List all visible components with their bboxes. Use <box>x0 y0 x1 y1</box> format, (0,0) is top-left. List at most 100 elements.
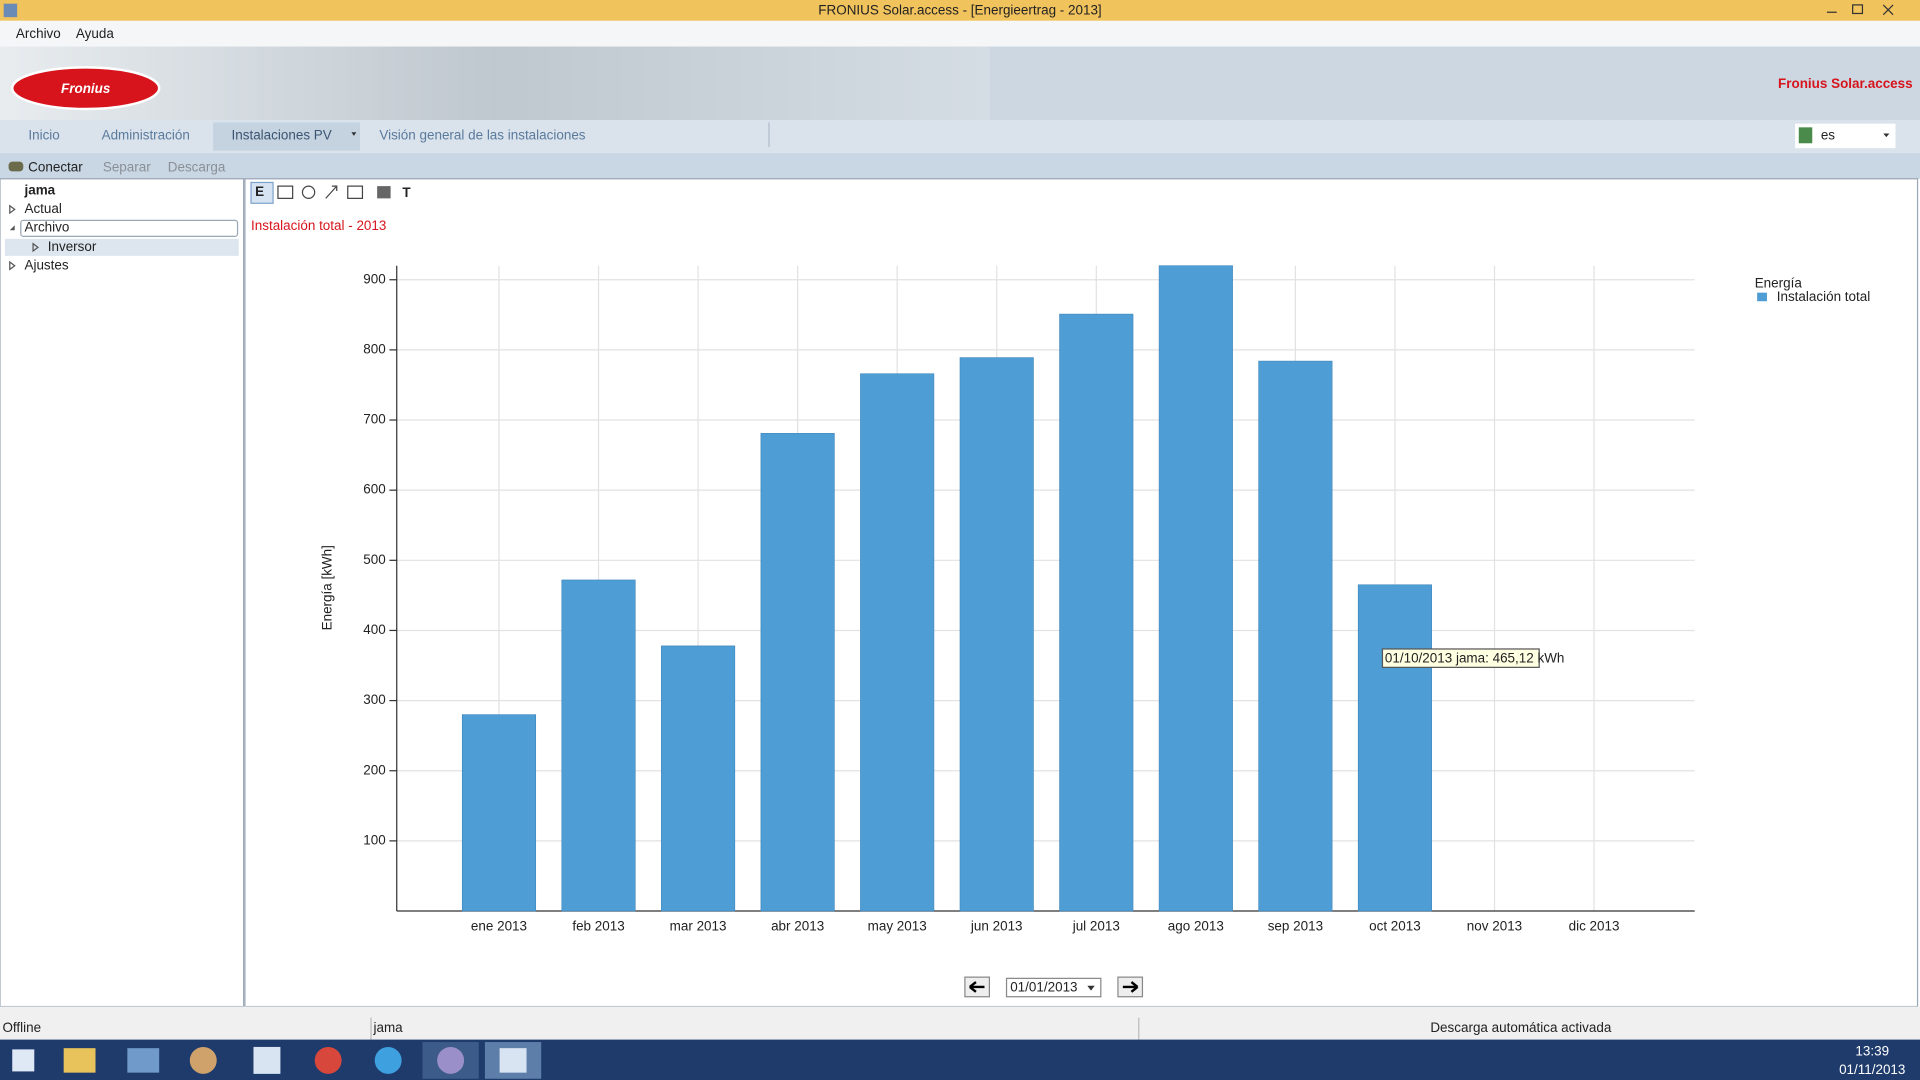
taskbar-app[interactable] <box>189 1046 217 1074</box>
taskbar-app[interactable] <box>63 1048 96 1073</box>
tooltip-box <box>1381 648 1540 668</box>
x-tick-label: abr 2013 <box>771 919 824 934</box>
tree-selection <box>20 219 239 237</box>
bar <box>1059 313 1134 912</box>
chart-tool-icon[interactable] <box>277 185 294 199</box>
app-name: Fronius Solar.access <box>1778 76 1913 91</box>
nav-tab[interactable]: Inicio <box>28 127 59 142</box>
language: es <box>1821 127 1835 142</box>
toolbar-button[interactable]: Conectar <box>28 159 83 174</box>
tree-panel <box>0 178 245 1008</box>
bar <box>1158 265 1233 912</box>
y-tick-label: 200 <box>363 762 385 777</box>
tool-selected <box>250 181 274 204</box>
nav-tab[interactable]: Visión general de las instalaciones <box>379 127 585 142</box>
tree-item[interactable]: Archivo <box>24 219 69 234</box>
dropdown-arrow <box>1087 985 1095 991</box>
x-tick-label: ene 2013 <box>471 919 527 934</box>
bar <box>959 357 1034 912</box>
taskbar-app[interactable] <box>314 1046 342 1074</box>
taskbar-app[interactable] <box>127 1048 160 1073</box>
chart-tool[interactable]: E <box>255 184 264 199</box>
tree-item[interactable]: Ajustes <box>24 257 68 272</box>
y-tick-label: 900 <box>363 271 385 286</box>
x-tick-label: dic 2013 <box>1569 919 1620 934</box>
chart-tool[interactable]: T <box>402 185 411 200</box>
status-text: Descarga automática activada <box>1430 1020 1611 1035</box>
logo-text: Fronius <box>61 81 111 96</box>
connect-icon <box>8 161 24 172</box>
x-tick-label: nov 2013 <box>1467 919 1522 934</box>
chart-tool-icon[interactable] <box>301 185 316 199</box>
y-tick-label: 500 <box>363 552 385 567</box>
bar <box>760 433 835 912</box>
bar <box>1357 584 1432 912</box>
tree-highlight <box>4 238 239 256</box>
date-value: 01/01/2013 <box>1010 980 1077 995</box>
title-bar <box>0 0 1920 21</box>
taskbar <box>0 1039 1920 1080</box>
expander <box>9 204 16 215</box>
y-tick-label: 300 <box>363 692 385 707</box>
logo <box>11 66 161 111</box>
y-tick-label: 100 <box>363 832 385 847</box>
toolbar-button[interactable]: Separar <box>103 159 151 174</box>
x-tick-label: feb 2013 <box>572 919 624 934</box>
plot: 100 200 300 400 500 600 700 800 900 ene 2013 feb 2… <box>363 265 1870 934</box>
x-tick-label: oct 2013 <box>1369 919 1421 934</box>
chart-tool-icon[interactable] <box>347 185 364 199</box>
y-tick-label: 600 <box>363 482 385 497</box>
y-tick-label: 400 <box>363 622 385 637</box>
tree-item[interactable]: jama <box>23 183 55 198</box>
dropdown-arrow <box>1883 133 1890 138</box>
start-button[interactable] <box>12 1049 35 1072</box>
print-icon[interactable] <box>377 186 391 199</box>
clock-time: 13:39 <box>1855 1043 1889 1058</box>
bar <box>860 373 935 912</box>
expander <box>32 242 39 253</box>
language-icon <box>1798 127 1813 144</box>
nav-tab[interactable]: Instalaciones PV <box>232 127 332 142</box>
tooltip: 01/10/2013 jama: 465,12 kWh <box>1381 648 1565 668</box>
legend-swatch <box>1757 292 1767 302</box>
chart-tool-icon[interactable] <box>325 185 338 199</box>
menu-item[interactable]: Ayuda <box>76 26 114 41</box>
app-icon <box>3 3 18 18</box>
tooltip-text: 01/10/2013 jama: 465,12 kWh <box>1385 650 1565 665</box>
banner-image <box>0 46 990 121</box>
tree-item[interactable]: Actual <box>24 201 61 216</box>
taskbar-app-icon <box>499 1048 527 1073</box>
y-tick-label: 800 <box>363 341 385 356</box>
bar <box>461 714 537 912</box>
x-tick-label: ago 2013 <box>1168 919 1224 934</box>
menu-bar <box>0 20 1920 47</box>
legend-title: Energía <box>1755 276 1803 291</box>
nav-tab[interactable]: Administración <box>102 127 190 142</box>
dropdown-arrow <box>351 132 357 136</box>
expander <box>9 260 16 271</box>
date-picker[interactable] <box>1005 977 1102 998</box>
x-tick-label: jun 2013 <box>970 919 1023 934</box>
taskbar-app[interactable] <box>374 1046 402 1074</box>
window-title: FRONIUS Solar.access - [Energieertrag - … <box>818 3 1101 18</box>
taskbar-app[interactable] <box>253 1046 281 1074</box>
bar <box>561 579 636 912</box>
tab-selected <box>213 122 360 151</box>
arrow-left <box>969 981 985 993</box>
y-axis-label: Energía [kWh] <box>320 545 335 630</box>
window-controls[interactable] <box>1826 4 1894 16</box>
tree-item[interactable]: Inversor <box>48 239 97 254</box>
x-tick-label: jul 2013 <box>1072 919 1120 934</box>
chart-title: Instalación total - 2013 <box>251 218 386 233</box>
y-tick-label: 700 <box>363 412 385 427</box>
banner <box>989 46 1920 121</box>
toolbar-button[interactable]: Descarga <box>168 159 226 174</box>
menu-item[interactable]: Archivo <box>16 26 61 41</box>
x-tick-label: sep 2013 <box>1268 919 1323 934</box>
x-tick-label: mar 2013 <box>670 919 727 934</box>
bar <box>1258 360 1333 912</box>
toolbar <box>0 153 1920 179</box>
legend-label: Instalación total <box>1777 289 1870 304</box>
